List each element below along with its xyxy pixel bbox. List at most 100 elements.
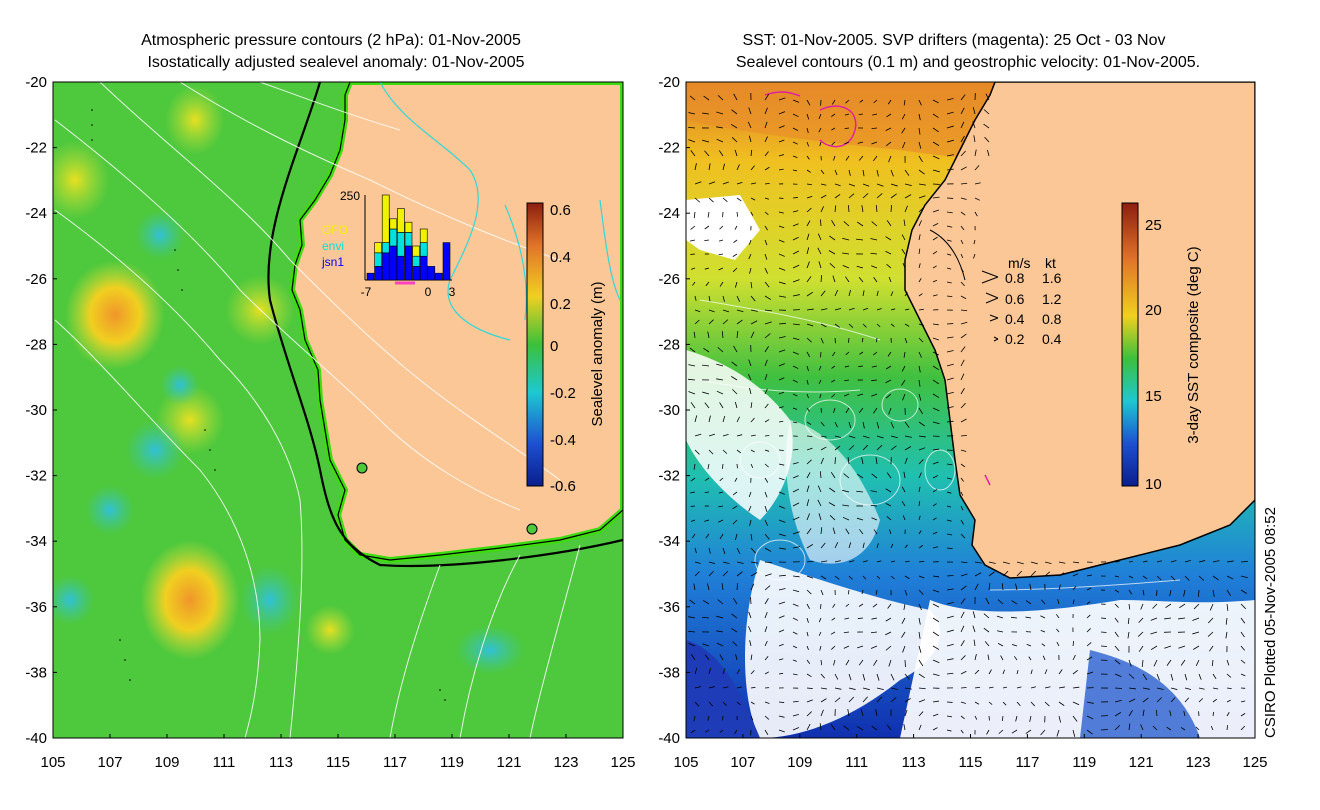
velocity-vector <box>792 617 799 621</box>
velocity-vector <box>960 182 968 185</box>
velocity-vector <box>842 504 850 507</box>
velocity-vector <box>918 234 921 241</box>
velocity-vector <box>778 125 785 129</box>
velocity-vector <box>778 336 786 339</box>
velocity-vector <box>960 519 965 525</box>
velocity-vector <box>862 542 865 549</box>
velocity-vector <box>806 447 813 451</box>
velocity-vector <box>748 359 752 367</box>
velocity-vector <box>861 337 864 343</box>
velocity-vector <box>820 169 825 175</box>
velocity-vector <box>932 113 939 118</box>
velocity-vector <box>918 631 921 639</box>
velocity-vector <box>904 435 912 438</box>
velocity-vector <box>1128 575 1134 579</box>
velocity-vector <box>1042 655 1046 661</box>
velocity-vector <box>806 513 810 521</box>
velocity-vector <box>764 151 769 157</box>
velocity-vector <box>856 238 864 241</box>
right-xtick-label: 121 <box>1129 754 1154 771</box>
velocity-vector <box>1058 572 1065 577</box>
velocity-vector <box>901 234 906 241</box>
velocity-vector <box>820 183 827 186</box>
velocity-vector <box>1183 710 1186 717</box>
velocity-vector <box>848 575 853 580</box>
inset-bar-jsn1 <box>427 266 436 281</box>
velocity-vector <box>708 415 711 423</box>
velocity-vector <box>932 617 940 623</box>
velocity-vector <box>1000 655 1004 661</box>
velocity-vector <box>870 238 878 241</box>
velocity-vector <box>1226 699 1231 703</box>
velocity-vector <box>806 459 812 465</box>
velocity-vector <box>778 168 784 171</box>
velocity-vector <box>857 221 864 227</box>
velocity-vector <box>1183 589 1186 597</box>
velocity-vector <box>960 561 968 564</box>
velocity-vector <box>885 127 892 131</box>
velocity-vector <box>918 545 924 549</box>
velocity-vector <box>806 723 811 731</box>
velocity-vector <box>707 715 710 721</box>
right-cbar-tick: 15 <box>1145 388 1162 405</box>
velocity-vector <box>1212 560 1220 563</box>
right-ytick-label: -40 <box>658 730 680 747</box>
velocity-vector <box>819 141 822 147</box>
velocity-vector <box>932 141 940 146</box>
velocity-vector <box>988 571 995 577</box>
velocity-vector <box>918 711 924 717</box>
velocity-vector <box>716 138 724 143</box>
velocity-vector <box>1086 671 1094 675</box>
velocity-vector <box>1086 601 1091 605</box>
velocity-vector <box>890 435 898 439</box>
velocity-vector <box>764 374 768 381</box>
right-xtick-label: 105 <box>673 754 698 771</box>
velocity-vector <box>932 127 939 133</box>
velocity-vector <box>818 127 822 133</box>
velocity-vector <box>960 387 965 395</box>
velocity-vector <box>1001 715 1004 722</box>
right-ytick-label: -34 <box>658 533 680 550</box>
velocity-vector <box>778 154 785 157</box>
velocity-vector <box>988 669 992 675</box>
velocity-vector <box>861 457 864 465</box>
velocity-vector <box>764 419 770 423</box>
velocity-vector <box>1178 645 1186 649</box>
velocity-vector <box>1192 631 1200 635</box>
velocity-vector <box>1044 571 1051 577</box>
velocity-vector <box>731 613 738 619</box>
inset-bar-jsn1 <box>397 255 405 281</box>
velocity-vector <box>960 239 964 244</box>
velocity-vector <box>848 435 856 439</box>
velocity-vector <box>716 390 724 395</box>
left-xtick-label: 115 <box>326 754 350 771</box>
velocity-vector <box>722 309 730 313</box>
velocity-vector <box>764 359 768 367</box>
velocity-vector <box>1056 729 1060 737</box>
positive-anomaly-eddy <box>53 140 110 220</box>
velocity-vector <box>918 113 921 121</box>
right-xtick-label: 115 <box>959 754 983 771</box>
velocity-vector <box>862 560 868 563</box>
velocity-vector <box>1016 561 1024 565</box>
velocity-vector <box>792 169 798 172</box>
velocity-vector <box>736 449 742 454</box>
velocity-vector <box>960 573 968 577</box>
left-ytick-label: -28 <box>25 336 47 353</box>
velocity-vector <box>904 308 910 311</box>
sealevel-contours <box>699 299 1181 591</box>
velocity-vector <box>1025 729 1032 734</box>
inset-bar-gfo <box>374 242 382 254</box>
left-xtick-label: 121 <box>496 754 521 771</box>
velocity-vector <box>792 516 800 521</box>
velocity-vector <box>694 571 700 577</box>
velocity-vector <box>876 308 882 311</box>
left-xtick-label: 125 <box>610 754 635 771</box>
velocity-vector <box>806 528 812 535</box>
velocity-vector <box>1184 697 1190 703</box>
velocity-vector <box>719 402 724 409</box>
velocity-vector <box>856 517 864 521</box>
inset-bar-gfo <box>397 208 405 233</box>
velocity-vector <box>862 183 870 187</box>
velocity-vector <box>704 225 710 230</box>
